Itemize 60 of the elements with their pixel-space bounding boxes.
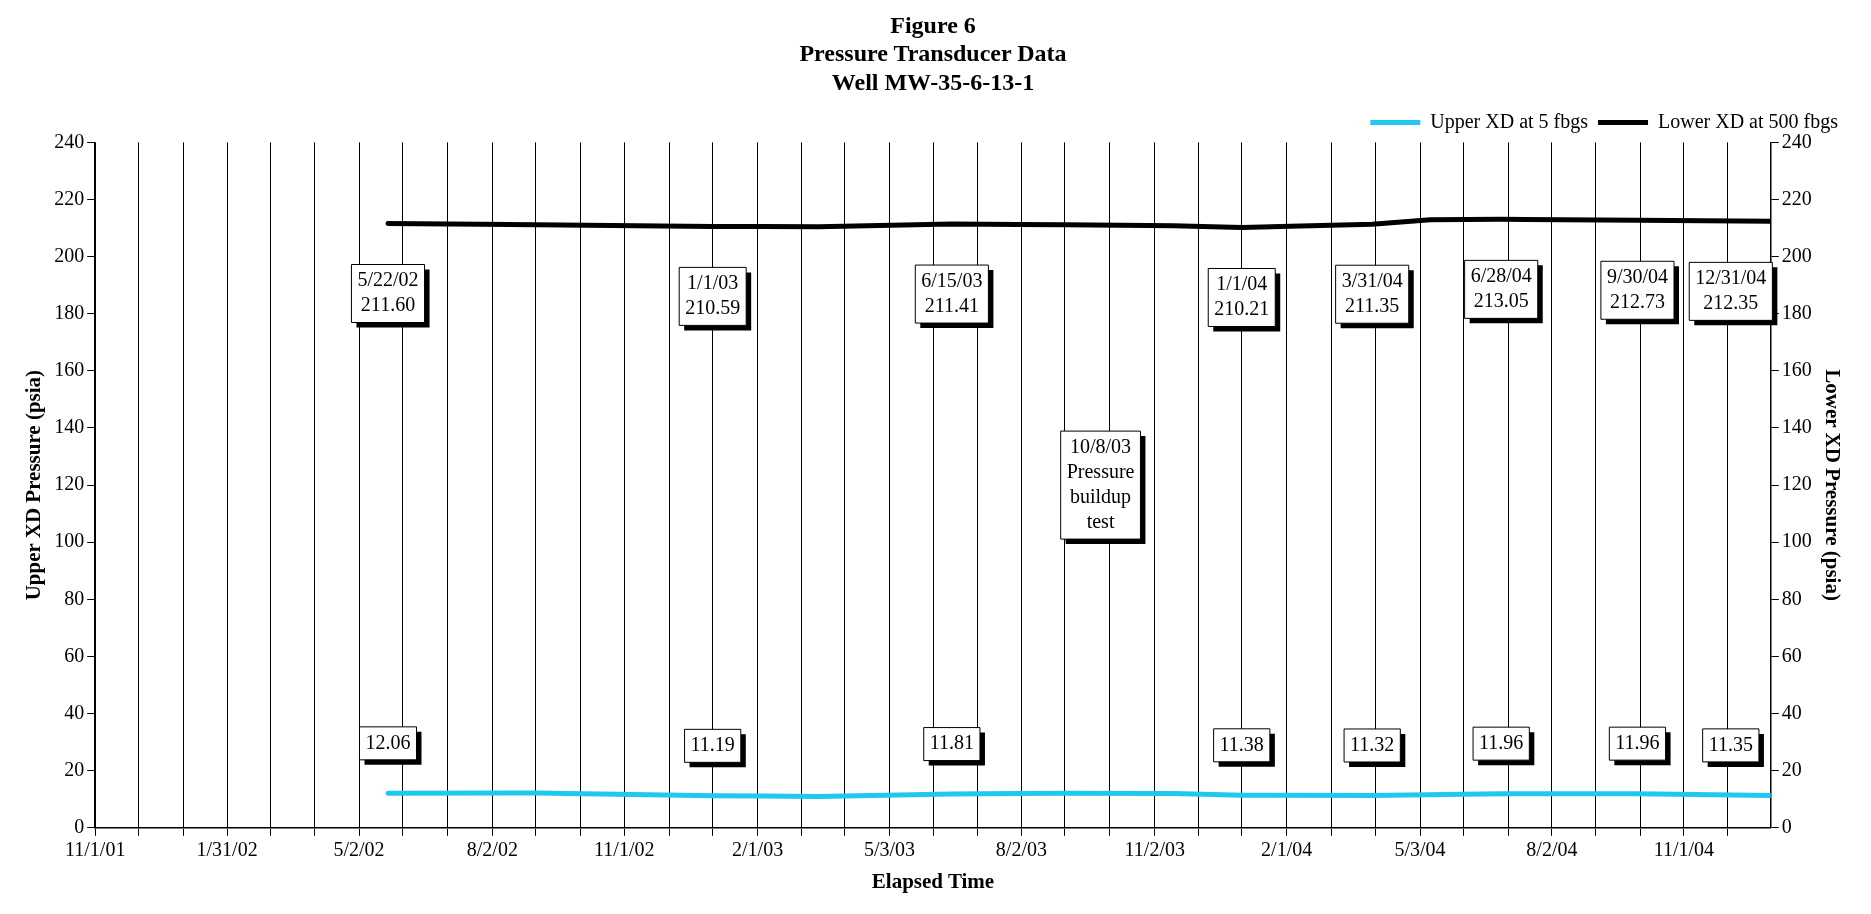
y-tick-label: 0 [74,815,85,838]
y2-tick-label: 40 [1781,700,1802,723]
annotation: 10/8/03 Pressure buildup test [1066,434,1135,532]
x-axis-title: Elapsed Time [871,868,995,893]
annotation: 11.19 [690,733,735,756]
y2-tick-label: 180 [1781,301,1812,323]
x-tick-label: 5/2/02 [333,838,385,861]
annotation: 11.96 [1479,730,1524,753]
annotation: 11.96 [1615,730,1660,753]
y2-tick-label: 100 [1781,529,1812,552]
x-tick-label: 2/1/04 [1261,838,1313,861]
x-tick-label: 1/31/02 [196,838,258,861]
y-tick-label: 160 [54,358,85,381]
annotation: 11.35 [1708,732,1753,755]
legend-label: Upper XD at 5 fbgs [1430,109,1589,133]
y2-axis-title: Lower XD Pressure (psia) [1820,369,1845,601]
y2-tick-label: 120 [1781,472,1812,495]
annotation: 11.32 [1350,732,1395,755]
y2-tick-label: 20 [1781,757,1802,780]
annotation: 11.81 [929,731,974,754]
y-tick-label: 200 [54,243,85,266]
x-tick-label: 8/2/03 [995,838,1047,861]
y2-tick-label: 220 [1781,186,1812,209]
annotation: 12.06 [365,730,411,753]
y-tick-label: 140 [54,415,85,438]
annotation: 6/28/04 213.05 [1470,264,1532,312]
y-tick-label: 20 [64,757,85,780]
y2-tick-label: 80 [1781,586,1802,609]
annotation: 3/31/04 211.35 [1341,268,1403,316]
y-tick-label: 120 [54,472,85,495]
x-tick-label: 5/3/04 [1394,838,1446,861]
x-tick-label: 11/1/02 [594,838,655,861]
annotation: 9/30/04 212.73 [1606,265,1669,313]
x-tick-label: 8/2/04 [1526,838,1578,861]
x-tick-label: 2/1/03 [732,838,784,861]
y-tick-label: 80 [64,586,85,609]
y2-tick-label: 60 [1781,643,1802,666]
y2-tick-label: 0 [1781,815,1792,838]
annotation: 1/1/04 210.21 [1214,272,1270,320]
x-tick-label: 11/1/04 [1653,838,1715,861]
annotation: 11.38 [1219,732,1264,755]
chart-title: Figure 6 Pressure Transducer Data Well MW-35-6-13-1 [799,11,1067,96]
x-tick-label: 8/2/02 [466,838,518,861]
x-tick-label: 11/1/01 [65,838,126,861]
y2-tick-label: 200 [1781,243,1812,266]
x-tick-label: 5/3/03 [863,838,916,861]
annotation: 1/1/03 210.59 [685,271,741,319]
y-tick-label: 100 [54,529,85,552]
y-tick-label: 60 [64,643,85,666]
x-tick-label: 11/2/03 [1124,838,1185,861]
y-tick-label: 40 [64,700,85,723]
y-axis-title: Upper XD Pressure (psia) [21,369,46,601]
annotation: 5/22/02 211.60 [357,268,419,316]
y-tick-label: 220 [54,186,85,209]
annotation: 6/15/03 211.41 [921,268,983,316]
y-tick-label: 180 [54,301,85,323]
y2-tick-label: 160 [1781,358,1812,381]
y-tick-label: 240 [54,129,85,152]
y2-tick-label: 140 [1781,415,1812,438]
annotation: 12/31/04 212.35 [1695,266,1767,314]
